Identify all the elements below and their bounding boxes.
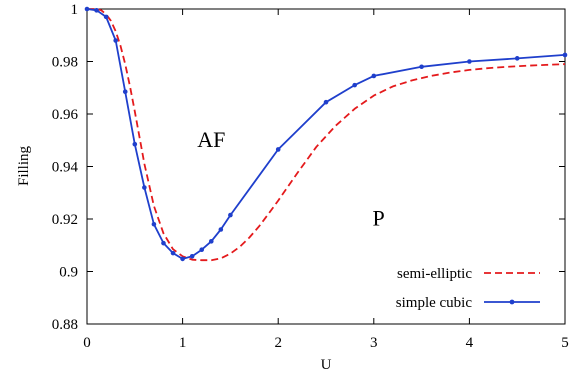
point-simple-cubic: [218, 227, 224, 232]
plot-area-frame: [86, 8, 566, 325]
axis-ticks: [86, 8, 566, 325]
region-label-p: P: [372, 206, 384, 231]
point-simple-cubic: [562, 52, 568, 58]
y-tick-label-0: 0.88: [52, 317, 78, 333]
x-tick-label-0: 0: [83, 335, 91, 351]
x-tick-label-2: 2: [274, 335, 282, 351]
point-simple-cubic: [113, 38, 118, 43]
point-simple-cubic: [323, 99, 329, 105]
point-simple-cubic: [142, 185, 147, 190]
x-axis-label: U: [321, 357, 332, 373]
x-tick-label-1: 1: [179, 335, 187, 351]
point-simple-cubic: [352, 82, 357, 88]
point-simple-cubic: [419, 64, 424, 70]
point-simple-cubic: [371, 73, 377, 79]
legend-label-semi-elliptic: semi-elliptic: [397, 266, 472, 282]
point-simple-cubic: [208, 239, 214, 244]
series-line-semi-elliptic: [87, 8, 566, 262]
point-simple-cubic: [161, 240, 166, 246]
point-simple-cubic: [467, 59, 472, 64]
point-simple-cubic: [122, 89, 128, 94]
point-simple-cubic: [170, 250, 176, 256]
point-simple-cubic: [189, 253, 195, 259]
x-tick-label-4: 4: [466, 335, 474, 351]
point-simple-cubic: [275, 147, 281, 152]
point-simple-cubic: [151, 221, 157, 227]
x-tick-label-3: 3: [370, 335, 378, 351]
y-tick-label-4: 0.96: [52, 107, 79, 123]
axis-tick-labels: 0 1 2 3 4 5 0.88 0.9 0.92 0.94 0.96 0.98 1: [52, 2, 569, 351]
y-tick-label-5: 0.98: [52, 55, 78, 71]
y-tick-label-6: 1: [71, 2, 79, 18]
legend: semi-elliptic simple cubic: [396, 266, 540, 311]
y-tick-label-3: 0.94: [52, 160, 79, 176]
series-line-simple-cubic: [86, 8, 566, 260]
region-label-af: AF: [197, 127, 225, 152]
point-simple-cubic: [94, 8, 99, 13]
series-layer: [84, 6, 568, 262]
point-simple-cubic: [180, 256, 185, 262]
point-simple-cubic: [228, 212, 233, 218]
point-simple-cubic: [514, 56, 520, 61]
point-simple-cubic: [199, 247, 205, 253]
legend-label-simple-cubic: simple cubic: [396, 295, 473, 311]
point-simple-cubic: [84, 6, 90, 12]
legend-marker-simple-cubic: [509, 299, 515, 305]
point-simple-cubic: [132, 141, 138, 147]
y-tick-label-1: 0.9: [59, 265, 78, 281]
x-tick-label-5: 5: [561, 335, 569, 351]
y-axis-label: Filling: [16, 145, 32, 186]
y-tick-label-2: 0.92: [52, 212, 78, 228]
point-simple-cubic: [103, 14, 109, 20]
